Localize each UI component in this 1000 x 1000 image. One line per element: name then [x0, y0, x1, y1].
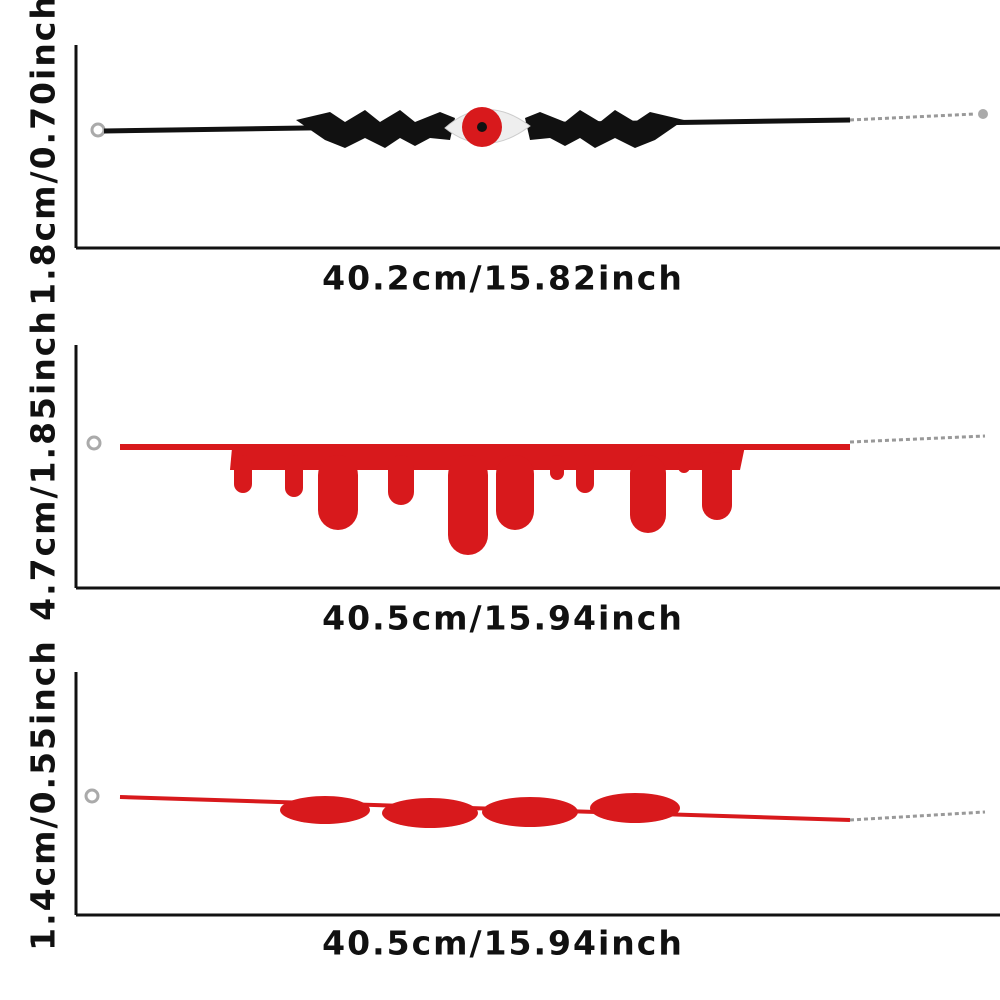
choker-bats: [84, 788, 986, 828]
choker-drip: [86, 434, 986, 555]
panel: 40.5cm/15.94inch 1.4cm/0.55inch: [24, 639, 1000, 963]
height-label: 1.8cm/0.70inch: [24, 0, 63, 306]
panel: 40.2cm/15.82inch 1.8cm/0.70inch: [24, 0, 1000, 306]
choker-eye: [90, 107, 988, 148]
width-label: 40.5cm/15.94inch: [322, 599, 684, 638]
width-label: 40.2cm/15.82inch: [322, 259, 684, 298]
height-label: 1.4cm/0.55inch: [24, 639, 63, 951]
height-label: 4.7cm/1.85inch: [24, 309, 63, 621]
width-label: 40.5cm/15.94inch: [322, 924, 684, 963]
panel: 40.5cm/15.94inch 4.7cm/1.85inch: [24, 309, 1000, 638]
